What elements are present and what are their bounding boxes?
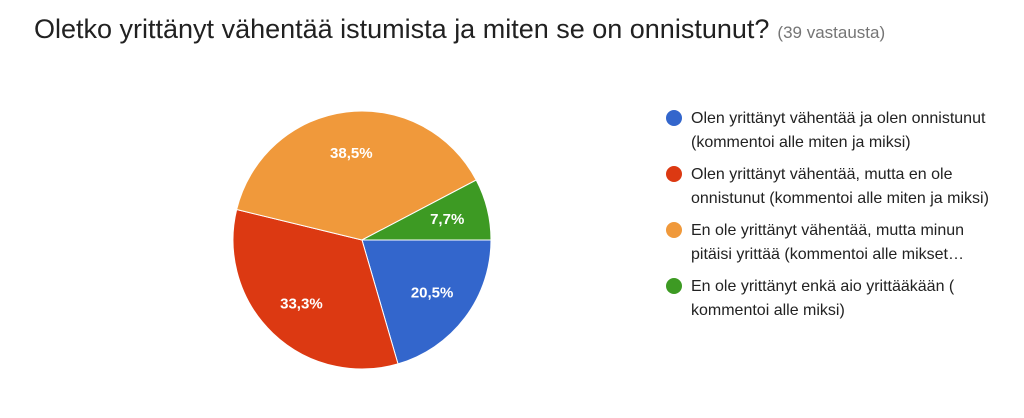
legend-marker: [666, 222, 682, 238]
chart-title: Oletko yrittänyt vähentää istumista ja m…: [34, 14, 770, 44]
legend-item[interactable]: En ole yrittänyt vähentää, mutta minun p…: [666, 219, 1006, 267]
legend-label: En ole yrittänyt vähentää, mutta minun p…: [691, 222, 965, 263]
legend-marker: [666, 278, 682, 294]
legend-item[interactable]: Olen yrittänyt vähentää, mutta en ole on…: [666, 163, 1006, 211]
slice-value-label: 7,7%: [430, 211, 464, 228]
legend-marker: [666, 166, 682, 182]
pie-slice[interactable]: [232, 208, 399, 370]
legend-item[interactable]: En ole yrittänyt enkä aio yrittääkään ( …: [666, 275, 1006, 323]
pie-slice[interactable]: [236, 110, 477, 241]
slice-value-label: 33,3%: [280, 295, 323, 312]
chart-header: Oletko yrittänyt vähentää istumista ja m…: [34, 14, 994, 45]
pie-slice[interactable]: [361, 239, 492, 365]
legend-label: Olen yrittänyt vähentää, mutta en ole on…: [691, 166, 989, 207]
legend-marker: [666, 110, 682, 126]
response-count: (39 vastausta): [777, 23, 886, 42]
legend-item[interactable]: Olen yrittänyt vähentää ja olen onnistun…: [666, 107, 1006, 155]
legend-label: Olen yrittänyt vähentää ja olen onnistun…: [691, 110, 986, 151]
slice-value-label: 38,5%: [330, 145, 373, 162]
legend-label: En ole yrittänyt enkä aio yrittääkään ( …: [691, 278, 955, 319]
slice-value-label: 20,5%: [411, 285, 454, 302]
chart-legend: Olen yrittänyt vähentää ja olen onnistun…: [666, 107, 1006, 331]
pie-slice[interactable]: [361, 179, 492, 241]
